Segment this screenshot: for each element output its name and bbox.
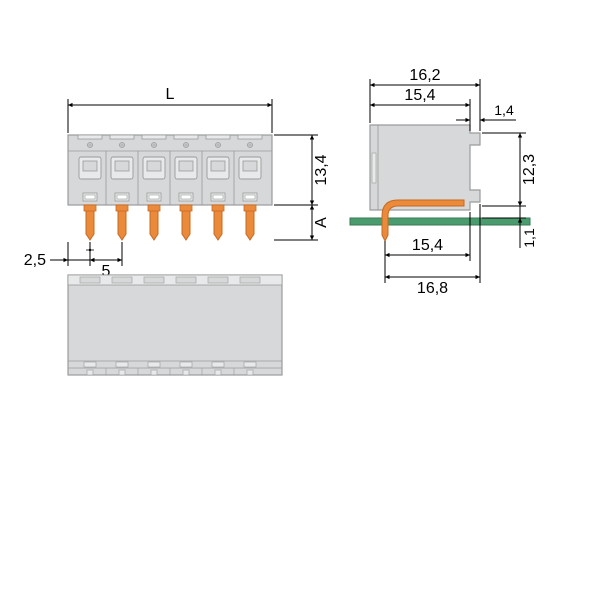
dim-side-top-outer: 16,2 (409, 67, 440, 84)
pcb (350, 218, 530, 225)
dim-L: L (166, 86, 175, 103)
dim-pin-depth: A (313, 217, 330, 228)
dim-side-height: 12,3 (521, 154, 538, 185)
dim-side-tab: 1,4 (494, 102, 514, 118)
dim-side-bottom-inner: 15,4 (412, 237, 443, 254)
dim-side-pcb-gap: 1,1 (521, 228, 537, 248)
side-view: 16,2 15,4 1,4 12,3 1,1 15,4 16,8 (350, 67, 538, 297)
cover-view (68, 275, 282, 375)
dim-edge-offset: 2,5 (24, 252, 46, 269)
dim-side-top-inner: 15,4 (404, 87, 435, 104)
front-view: L13,4A2,55 (24, 86, 330, 280)
dim-side-bottom-outer: 16,8 (417, 280, 448, 297)
dim-body-height: 13,4 (313, 154, 330, 185)
